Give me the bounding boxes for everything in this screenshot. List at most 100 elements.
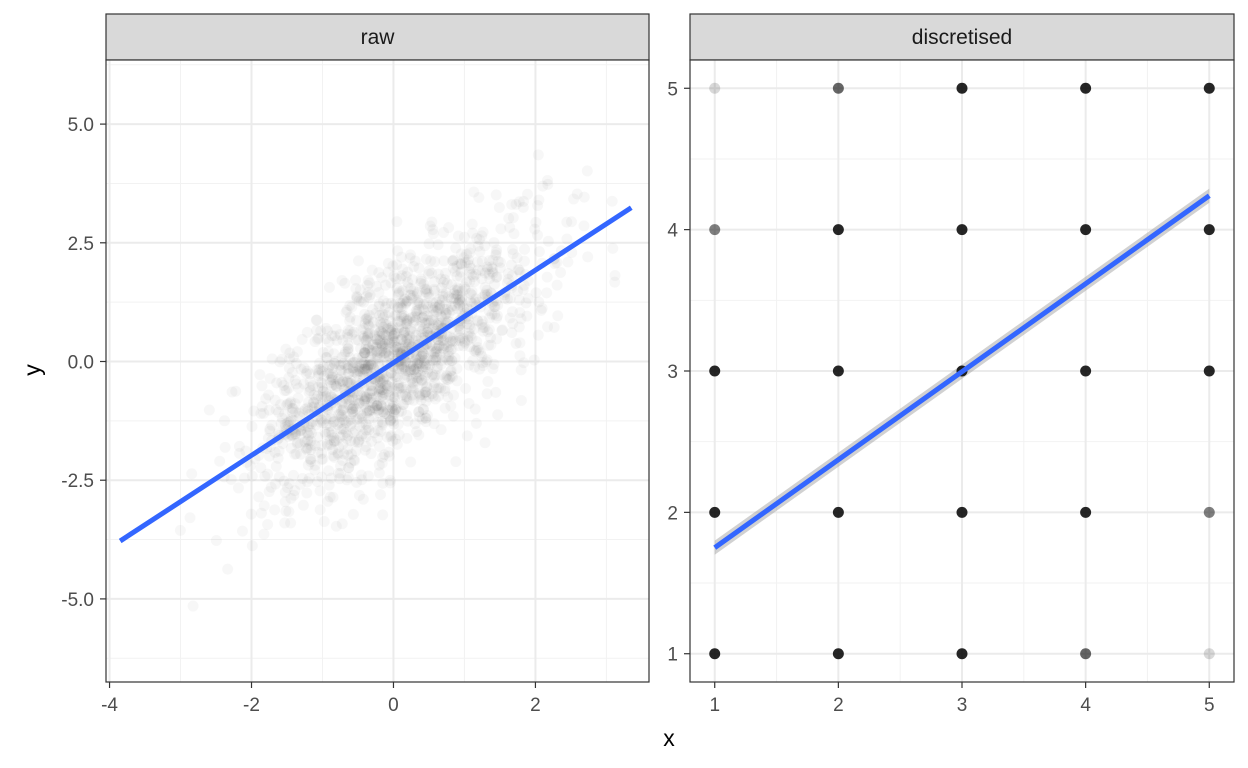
data-point — [424, 238, 435, 249]
data-point — [246, 421, 257, 432]
y-axis-raw: -5.0 -2.5 0.0 2.5 5.0 — [61, 115, 106, 611]
gridlines-raw — [106, 60, 649, 682]
data-point — [363, 315, 374, 326]
data-point — [516, 313, 527, 324]
data-point — [579, 192, 590, 203]
data-point — [337, 413, 348, 424]
data-point — [453, 231, 464, 242]
data-point — [397, 264, 408, 275]
data-point — [374, 460, 385, 471]
data-point — [311, 315, 322, 326]
data-point — [514, 337, 525, 348]
data-point — [440, 352, 451, 363]
y-tick-label-discretised: 5 — [667, 79, 678, 100]
data-point — [1203, 506, 1215, 518]
data-point — [315, 485, 326, 496]
data-point — [956, 224, 968, 236]
data-point — [377, 478, 388, 489]
y-tick-label-discretised: 1 — [667, 645, 678, 666]
data-point — [341, 433, 352, 444]
data-point — [491, 244, 502, 255]
data-point — [503, 213, 514, 224]
data-point — [254, 369, 265, 380]
data-point — [709, 648, 721, 660]
data-point — [363, 275, 374, 286]
data-point — [1080, 506, 1092, 518]
data-point — [445, 335, 456, 346]
data-point — [497, 324, 508, 335]
data-point — [438, 227, 449, 238]
data-point — [519, 256, 530, 267]
data-point — [359, 347, 370, 358]
data-point — [537, 303, 548, 314]
data-point — [431, 297, 442, 308]
data-point — [331, 435, 342, 446]
data-point — [329, 358, 340, 369]
data-point — [377, 509, 388, 520]
data-point — [466, 289, 477, 300]
data-point — [351, 293, 362, 304]
data-point — [259, 500, 270, 511]
data-point — [374, 310, 385, 321]
data-point — [185, 512, 196, 523]
data-point — [279, 476, 290, 487]
data-point — [832, 506, 844, 518]
y-tick-label-raw: -5.0 — [61, 590, 94, 611]
data-point — [433, 391, 444, 402]
data-point — [555, 267, 566, 278]
y-axis-title: y — [19, 364, 45, 376]
data-point — [405, 290, 416, 301]
data-point — [1203, 82, 1215, 94]
data-point — [470, 404, 481, 415]
data-point — [832, 82, 844, 94]
data-point — [278, 380, 289, 391]
data-point — [391, 342, 402, 353]
data-point — [188, 601, 199, 612]
data-point — [323, 346, 334, 357]
panel-border-raw — [105, 59, 650, 683]
data-point — [245, 460, 256, 471]
data-point — [387, 436, 398, 447]
data-point — [529, 224, 540, 235]
data-point — [401, 433, 412, 444]
data-point — [531, 287, 542, 298]
data-point — [472, 256, 483, 267]
y-tick-label-raw: -2.5 — [61, 471, 94, 492]
data-point — [363, 422, 374, 433]
data-point — [533, 330, 544, 341]
fit-line-discretised — [713, 193, 1211, 550]
data-point — [1203, 224, 1215, 236]
data-point — [271, 404, 282, 415]
data-point — [607, 243, 618, 254]
data-point — [429, 276, 440, 287]
data-point — [516, 395, 527, 406]
data-point — [465, 243, 476, 254]
data-point — [397, 399, 408, 410]
data-point — [470, 269, 481, 280]
x-tick-label-discretised: 1 — [709, 695, 720, 716]
data-point — [450, 242, 461, 253]
data-point — [541, 287, 552, 298]
data-point — [414, 406, 425, 417]
data-point — [376, 401, 387, 412]
data-point — [471, 344, 482, 355]
data-point — [562, 257, 573, 268]
data-point — [709, 365, 721, 377]
data-point — [269, 504, 280, 515]
data-point — [392, 371, 403, 382]
data-point — [452, 285, 463, 296]
data-point — [363, 471, 374, 482]
data-point — [482, 376, 493, 387]
fit-line-raw — [118, 205, 633, 544]
data-point — [420, 286, 431, 297]
data-point — [247, 540, 258, 551]
data-point — [1080, 365, 1092, 377]
data-point — [186, 468, 197, 479]
data-point — [293, 383, 304, 394]
data-point — [832, 365, 844, 377]
data-point — [326, 380, 337, 391]
data-point — [313, 370, 324, 381]
data-point — [518, 284, 529, 295]
data-point — [422, 367, 433, 378]
data-point — [295, 439, 306, 450]
